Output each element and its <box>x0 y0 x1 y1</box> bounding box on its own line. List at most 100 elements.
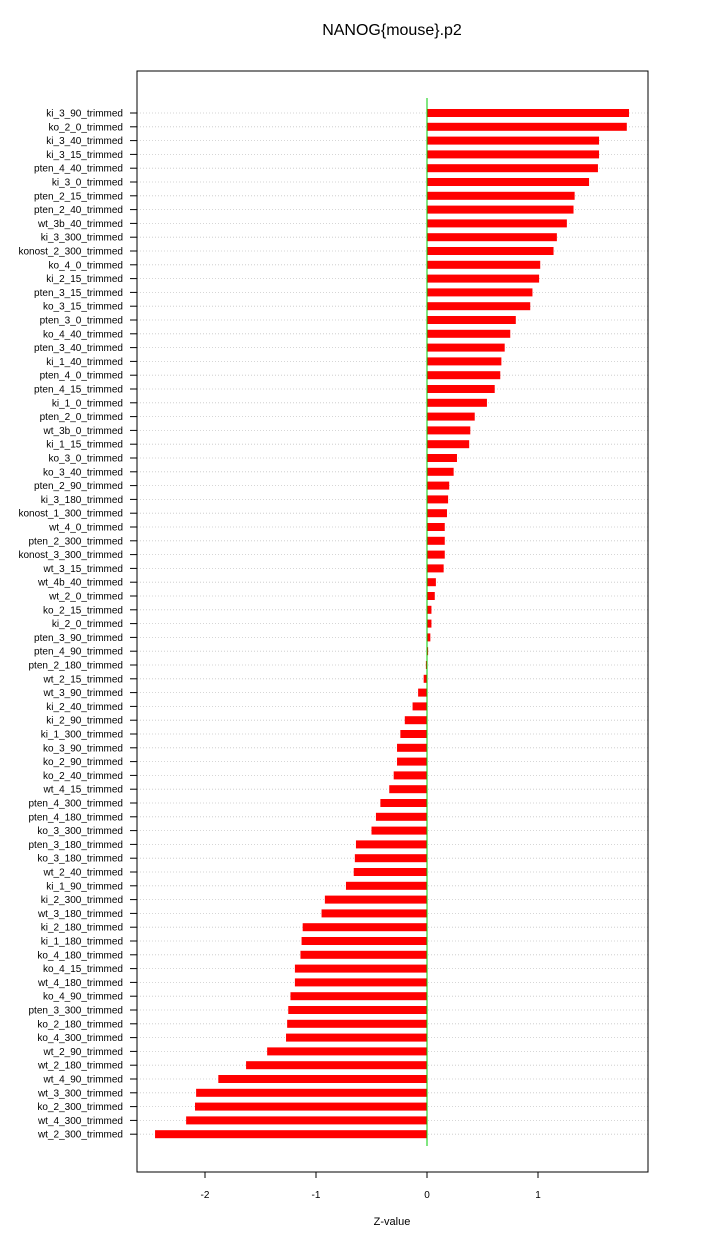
category-label: pten_2_0_trimmed <box>40 412 123 423</box>
bar-konost_1_300_trimmed <box>427 509 447 518</box>
category-label: wt_4_0_trimmed <box>48 523 123 534</box>
category-label: ko_4_300_trimmed <box>37 1033 123 1044</box>
category-label: ki_2_180_trimmed <box>41 923 123 934</box>
bar-ki_1_40_trimmed <box>427 357 502 366</box>
bar-konost_3_300_trimmed <box>427 550 445 559</box>
category-label: wt_2_40_trimmed <box>43 868 123 879</box>
bar-ki_1_90_trimmed <box>345 881 427 890</box>
bar-ki_2_40_trimmed <box>412 702 427 711</box>
category-label: ko_3_300_trimmed <box>37 826 123 837</box>
bar-pten_2_0_trimmed <box>427 412 475 421</box>
bar-ko_3_90_trimmed <box>397 743 427 752</box>
category-label: wt_3_300_trimmed <box>37 1088 123 1099</box>
bar-ki_3_0_trimmed <box>427 178 590 186</box>
bar-wt_4_0_trimmed <box>427 523 445 531</box>
bar-ko_4_0_trimmed <box>427 260 541 269</box>
category-label: pten_2_40_trimmed <box>34 205 123 216</box>
bar-ko_3_0_trimmed <box>427 454 457 462</box>
category-label: ko_4_180_trimmed <box>37 950 123 961</box>
bar-pten_4_90_trimmed <box>427 647 429 656</box>
category-label: pten_4_15_trimmed <box>34 385 123 396</box>
category-label: ko_3_180_trimmed <box>37 854 123 865</box>
category-label: pten_2_90_trimmed <box>34 481 123 492</box>
bar-wt_4b_40_trimmed <box>427 578 436 587</box>
category-label: pten_4_40_trimmed <box>34 164 123 175</box>
category-label: pten_4_300_trimmed <box>28 799 123 810</box>
category-label: ko_2_0_trimmed <box>49 122 123 133</box>
bar-pten_2_15_trimmed <box>427 191 575 200</box>
bar-wt_3b_40_trimmed <box>427 219 567 228</box>
category-label: wt_3_15_trimmed <box>43 564 123 575</box>
category-label: ki_3_15_trimmed <box>46 150 123 161</box>
ticks-layer: -2 -1 0 1 <box>130 112 541 1201</box>
bar-ko_2_300_trimmed <box>195 1102 427 1111</box>
category-label: konost_2_300_trimmed <box>18 247 123 258</box>
bar-ki_2_15_trimmed <box>427 274 540 283</box>
category-label: ko_4_40_trimmed <box>43 329 123 340</box>
category-label: ko_2_90_trimmed <box>43 757 123 768</box>
bar-ko_3_180_trimmed <box>354 854 427 863</box>
bar-ko_2_40_trimmed <box>393 771 427 780</box>
bar-ki_3_15_trimmed <box>427 150 600 159</box>
category-label: ki_1_90_trimmed <box>46 881 123 892</box>
category-label: ko_2_40_trimmed <box>43 771 123 782</box>
bar-ki_3_90_trimmed <box>427 109 630 117</box>
x-tick-label: -1 <box>312 1190 321 1201</box>
bar-wt_4_300_trimmed <box>186 1116 427 1125</box>
category-label: ko_4_0_trimmed <box>49 260 123 271</box>
bar-ki_1_0_trimmed <box>427 398 487 407</box>
bar-ki_3_180_trimmed <box>427 495 449 504</box>
category-label: ko_2_180_trimmed <box>37 1019 123 1030</box>
category-label: pten_2_15_trimmed <box>34 191 123 202</box>
category-label: ki_1_15_trimmed <box>46 440 123 451</box>
category-label: ko_4_15_trimmed <box>43 964 123 975</box>
bar-pten_4_40_trimmed <box>427 164 598 173</box>
category-label: pten_3_0_trimmed <box>40 316 123 327</box>
bar-ko_3_300_trimmed <box>371 826 427 835</box>
bar-wt_3_180_trimmed <box>321 909 427 918</box>
bar-pten_4_300_trimmed <box>380 799 427 807</box>
bar-pten_2_40_trimmed <box>427 205 574 214</box>
category-label: konost_3_300_trimmed <box>18 550 123 561</box>
category-label: wt_2_15_trimmed <box>43 674 123 685</box>
category-label: ki_1_180_trimmed <box>41 937 123 948</box>
bar-konost_2_300_trimmed <box>427 247 554 255</box>
category-label: ko_3_0_trimmed <box>49 454 123 465</box>
bar-ko_2_90_trimmed <box>397 757 427 766</box>
bar-pten_3_180_trimmed <box>355 840 427 849</box>
bar-pten_3_40_trimmed <box>427 343 505 352</box>
bar-ko_4_90_trimmed <box>290 992 427 1001</box>
bar-wt_2_90_trimmed <box>267 1047 427 1056</box>
bar-ko_4_300_trimmed <box>286 1033 427 1042</box>
bar-pten_2_300_trimmed <box>427 536 445 545</box>
bar-pten_3_15_trimmed <box>427 288 533 297</box>
category-label: ko_2_300_trimmed <box>37 1102 123 1113</box>
labels-layer: ki_3_90_trimmed ko_2_0_trimmed ki_3_40_tri… <box>18 109 123 1141</box>
bar-pten_4_15_trimmed <box>427 385 495 393</box>
bar-ko_3_40_trimmed <box>427 467 454 476</box>
x-tick-label: 1 <box>535 1190 541 1201</box>
x-tick-label: 0 <box>424 1190 430 1201</box>
bar-pten_2_180_trimmed <box>425 661 427 669</box>
category-label: wt_2_180_trimmed <box>37 1061 123 1072</box>
bar-wt_2_15_trimmed <box>423 674 427 683</box>
bar-pten_3_0_trimmed <box>427 316 516 324</box>
bar-wt_3_15_trimmed <box>427 564 444 573</box>
category-label: wt_4_90_trimmed <box>43 1075 123 1086</box>
category-label: ki_2_300_trimmed <box>41 895 123 906</box>
category-label: wt_3_90_trimmed <box>43 688 123 699</box>
category-label: pten_3_15_trimmed <box>34 288 123 299</box>
category-label: ko_3_40_trimmed <box>43 467 123 478</box>
category-label: wt_2_300_trimmed <box>37 1130 123 1141</box>
bar-wt_2_300_trimmed <box>155 1130 428 1139</box>
bar-ki_2_90_trimmed <box>404 716 427 725</box>
category-label: wt_3b_0_trimmed <box>43 426 123 437</box>
x-tick-label: -2 <box>201 1190 210 1201</box>
plot-frame <box>136 70 649 1173</box>
category-label: wt_3_180_trimmed <box>37 909 123 920</box>
category-label: pten_3_40_trimmed <box>34 343 123 354</box>
bar-ki_2_300_trimmed <box>324 895 427 904</box>
category-label: ko_3_90_trimmed <box>43 743 123 754</box>
bar-wt_2_0_trimmed <box>427 592 435 600</box>
